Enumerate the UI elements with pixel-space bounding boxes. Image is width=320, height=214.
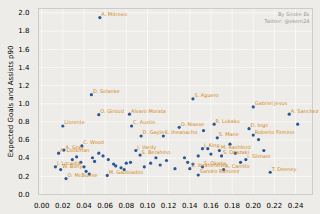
svg-text:0.14: 0.14 — [182, 202, 198, 210]
svg-text:0.18: 0.18 — [224, 202, 240, 210]
svg-text:C. Austin: C. Austin — [133, 119, 155, 125]
svg-text:A. Lookman: A. Lookman — [60, 147, 89, 153]
svg-text:1.6: 1.6 — [18, 46, 30, 54]
svg-text:0.02: 0.02 — [55, 202, 71, 210]
svg-text:0.12: 0.12 — [161, 202, 177, 210]
svg-text:0.6: 0.6 — [18, 136, 30, 144]
svg-text:J. Vardy: J. Vardy — [137, 144, 157, 150]
svg-text:A. Mitrovic: A. Mitrovic — [101, 11, 128, 17]
svg-text:Expected Goals and Assists p90: Expected Goals and Assists p90 — [7, 46, 15, 158]
svg-text:A. Sanchez: A. Sanchez — [291, 108, 319, 114]
svg-text:0.0: 0.0 — [18, 191, 29, 199]
svg-text:S. Okaka: S. Okaka — [204, 160, 226, 166]
svg-text:T. Deeney: T. Deeney — [271, 166, 297, 173]
svg-text:R. Lukaku: R. Lukaku — [216, 118, 240, 124]
svg-text:O. McBurnie: O. McBurnie — [68, 172, 98, 178]
svg-text:0.8: 0.8 — [18, 118, 29, 126]
svg-text:W. Bony: W. Bony — [62, 163, 83, 169]
svg-text:0.06: 0.06 — [97, 202, 113, 210]
svg-text:I. Slimani: I. Slimani — [247, 153, 270, 159]
svg-text:M. Gabbiadini: M. Gabbiadini — [109, 169, 143, 175]
svg-text:1.8: 1.8 — [18, 27, 29, 35]
svg-text:D. Solanke: D. Solanke — [93, 88, 120, 94]
svg-text:K. Iheanacho: K. Iheanacho — [165, 129, 197, 135]
svg-text:Alvaro Morata: Alvaro Morata — [131, 108, 166, 114]
svg-text:0.16: 0.16 — [203, 202, 219, 210]
svg-text:0.08: 0.08 — [119, 202, 135, 210]
svg-text:D. Gayle: D. Gayle — [143, 129, 164, 136]
svg-text:0.10: 0.10 — [140, 202, 156, 210]
svg-text:Roberto Firmino: Roberto Firmino — [255, 129, 295, 135]
svg-text:1.2: 1.2 — [18, 82, 29, 90]
svg-text:0.20: 0.20 — [245, 202, 261, 210]
svg-text:M. Rashford: M. Rashford — [220, 144, 251, 150]
svg-text:Llorente: Llorente — [64, 119, 84, 125]
svg-text:D. Ings: D. Ings — [250, 122, 268, 129]
svg-text:Gabriel Jesus: Gabriel Jesus — [255, 100, 288, 106]
svg-text:A. Carrillo: A. Carrillo — [225, 163, 249, 169]
svg-text:1.0: 1.0 — [18, 100, 29, 108]
svg-text:0.4: 0.4 — [18, 154, 30, 162]
svg-text:1.4: 1.4 — [18, 64, 30, 72]
svg-text:0.04: 0.04 — [76, 202, 92, 210]
svg-text:S. Okazaki: S. Okazaki — [223, 149, 249, 155]
svg-text:J. Locadia: J. Locadia — [56, 160, 81, 166]
svg-text:0.24: 0.24 — [288, 202, 304, 210]
svg-text:S. Aguero: S. Aguero — [194, 92, 218, 99]
svg-text:C. Wood: C. Wood — [83, 139, 104, 145]
svg-text:Sandro Ramirez: Sandro Ramirez — [200, 168, 240, 174]
svg-text:0.22: 0.22 — [267, 202, 283, 210]
svg-text:S. Mane: S. Mane — [219, 131, 239, 137]
svg-text:J. King: J. King — [203, 142, 220, 149]
svg-text:By Sindre EkTwitter: @ekern24: By Sindre EkTwitter: @ekern24 — [263, 11, 309, 24]
svg-text:S. Berahino: S. Berahino — [142, 149, 171, 155]
svg-text:0.2: 0.2 — [18, 173, 29, 181]
svg-text:0.00: 0.00 — [34, 202, 50, 210]
svg-text:O. Giroud: O. Giroud — [100, 108, 124, 114]
svg-text:O. Niasse: O. Niasse — [181, 121, 204, 127]
svg-text:2.0: 2.0 — [18, 9, 29, 17]
